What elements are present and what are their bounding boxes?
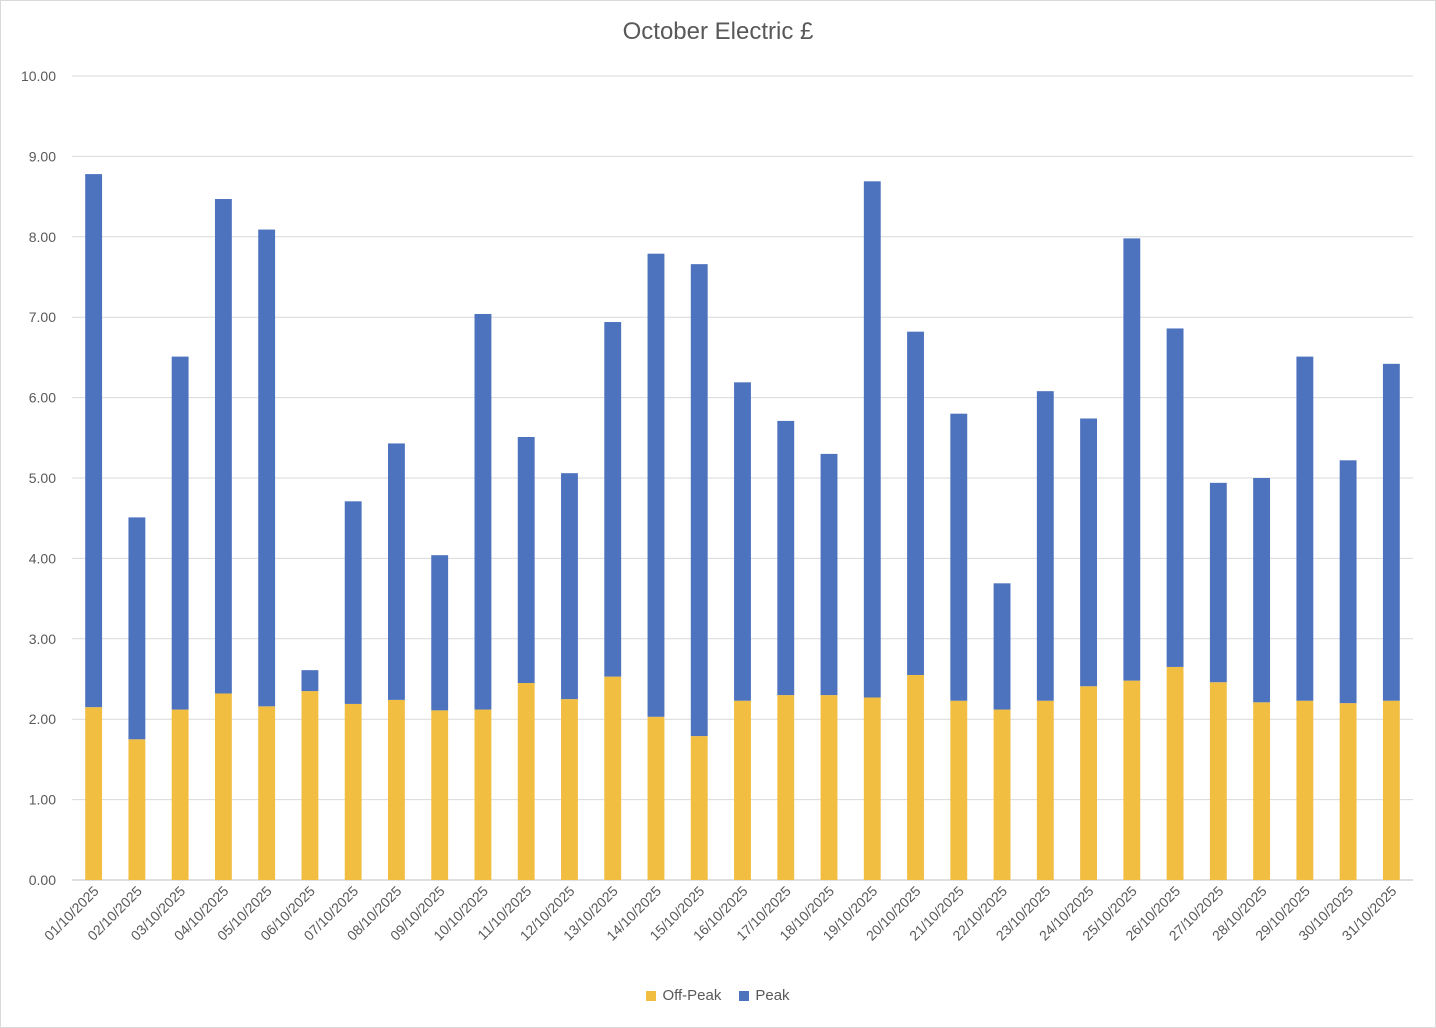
bar-peak xyxy=(1209,482,1227,683)
bar-peak xyxy=(1166,328,1184,667)
y-tick-label: 3.00 xyxy=(29,631,56,647)
bar-off-peak xyxy=(1080,686,1097,880)
bar-off-peak xyxy=(1209,682,1227,880)
bar-off-peak xyxy=(777,695,795,880)
y-tick-label: 4.00 xyxy=(29,550,56,566)
bar-peak xyxy=(863,181,881,698)
bar-off-peak xyxy=(1339,703,1357,880)
y-tick-label: 5.00 xyxy=(29,470,56,486)
bar-off-peak xyxy=(214,693,232,880)
bar-off-peak xyxy=(1296,700,1314,880)
legend-label-off-peak: Off-Peak xyxy=(662,987,722,1004)
y-tick-label: 9.00 xyxy=(29,148,56,164)
bar-off-peak xyxy=(734,700,751,880)
bar-off-peak xyxy=(128,739,146,880)
bar-off-peak xyxy=(1036,700,1054,880)
bar-off-peak xyxy=(474,709,492,880)
y-tick-label: 6.00 xyxy=(29,390,56,406)
bar-off-peak xyxy=(431,710,449,880)
chart-title: October Electric £ xyxy=(622,18,814,45)
bar-peak xyxy=(1339,460,1357,704)
legend-swatch-peak xyxy=(739,990,750,1001)
bar-peak xyxy=(993,583,1011,710)
bar-off-peak xyxy=(258,706,276,880)
bar-peak xyxy=(388,443,405,700)
bar-off-peak xyxy=(171,709,189,880)
bar-off-peak xyxy=(344,703,362,880)
bar-peak xyxy=(1382,363,1400,701)
bar-peak xyxy=(301,670,319,692)
y-tick-label: 2.00 xyxy=(29,711,56,727)
bar-off-peak xyxy=(690,736,708,880)
bar-off-peak xyxy=(647,716,665,880)
bar-off-peak xyxy=(1253,702,1271,880)
bar-peak xyxy=(431,555,449,711)
bar-peak xyxy=(1123,238,1141,681)
y-tick-label: 8.00 xyxy=(29,229,56,245)
bar-peak xyxy=(907,331,924,675)
legend: Off-Peak Peak xyxy=(0,987,1436,1004)
bar-off-peak xyxy=(1166,666,1184,880)
y-tick-label: 1.00 xyxy=(29,792,56,808)
bar-peak xyxy=(214,199,232,694)
bar-peak xyxy=(258,229,276,707)
bar-off-peak xyxy=(820,695,838,880)
y-tick-label: 7.00 xyxy=(29,309,56,325)
bar-peak xyxy=(820,453,838,696)
bar-peak xyxy=(604,322,622,677)
bar-peak xyxy=(1036,391,1054,701)
bar-off-peak xyxy=(85,707,103,880)
bar-off-peak xyxy=(1382,700,1400,880)
legend-item-peak: Peak xyxy=(739,987,790,1004)
bar-peak xyxy=(1296,356,1314,701)
bar-peak xyxy=(128,517,146,740)
bar-peak xyxy=(1080,418,1097,687)
bar-peak xyxy=(344,501,362,704)
bar-peak xyxy=(950,413,968,701)
bar-peak xyxy=(1253,478,1271,703)
y-tick-label: 10.00 xyxy=(21,68,56,84)
y-tick-label: 0.00 xyxy=(29,872,56,888)
bar-peak xyxy=(474,313,492,710)
bar-off-peak xyxy=(907,674,924,880)
bar-off-peak xyxy=(604,676,622,880)
bar-off-peak xyxy=(950,700,968,880)
legend-label-peak: Peak xyxy=(755,987,790,1004)
bar-off-peak xyxy=(388,699,405,880)
bar-peak xyxy=(517,436,535,684)
bar-off-peak xyxy=(561,699,578,880)
bar-peak xyxy=(171,356,189,710)
bar-off-peak xyxy=(1123,680,1141,880)
bar-peak xyxy=(777,420,795,696)
bar-peak xyxy=(647,253,665,717)
bar-off-peak xyxy=(301,691,319,880)
bar-peak xyxy=(85,174,103,708)
bar-peak xyxy=(561,473,578,700)
legend-swatch-off-peak xyxy=(646,990,657,1001)
bar-off-peak xyxy=(993,709,1011,880)
legend-item-off-peak: Off-Peak xyxy=(646,987,721,1004)
bar-off-peak xyxy=(517,683,535,880)
bar-peak xyxy=(690,264,708,737)
bar-peak xyxy=(734,382,751,701)
bar-off-peak xyxy=(863,697,881,880)
